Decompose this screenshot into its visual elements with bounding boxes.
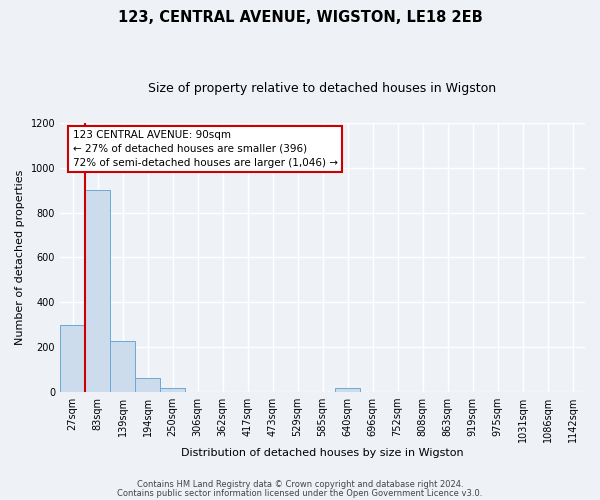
Y-axis label: Number of detached properties: Number of detached properties xyxy=(15,170,25,345)
Bar xyxy=(110,342,135,392)
Bar xyxy=(60,324,85,392)
Title: Size of property relative to detached houses in Wigston: Size of property relative to detached ho… xyxy=(148,82,497,96)
Text: 123 CENTRAL AVENUE: 90sqm
← 27% of detached houses are smaller (396)
72% of semi: 123 CENTRAL AVENUE: 90sqm ← 27% of detac… xyxy=(73,130,338,168)
Text: Contains HM Land Registry data © Crown copyright and database right 2024.: Contains HM Land Registry data © Crown c… xyxy=(137,480,463,489)
Text: 123, CENTRAL AVENUE, WIGSTON, LE18 2EB: 123, CENTRAL AVENUE, WIGSTON, LE18 2EB xyxy=(118,10,482,25)
Bar xyxy=(160,388,185,392)
X-axis label: Distribution of detached houses by size in Wigston: Distribution of detached houses by size … xyxy=(181,448,464,458)
Bar xyxy=(135,378,160,392)
Bar xyxy=(85,190,110,392)
Bar xyxy=(335,388,360,392)
Text: Contains public sector information licensed under the Open Government Licence v3: Contains public sector information licen… xyxy=(118,488,482,498)
